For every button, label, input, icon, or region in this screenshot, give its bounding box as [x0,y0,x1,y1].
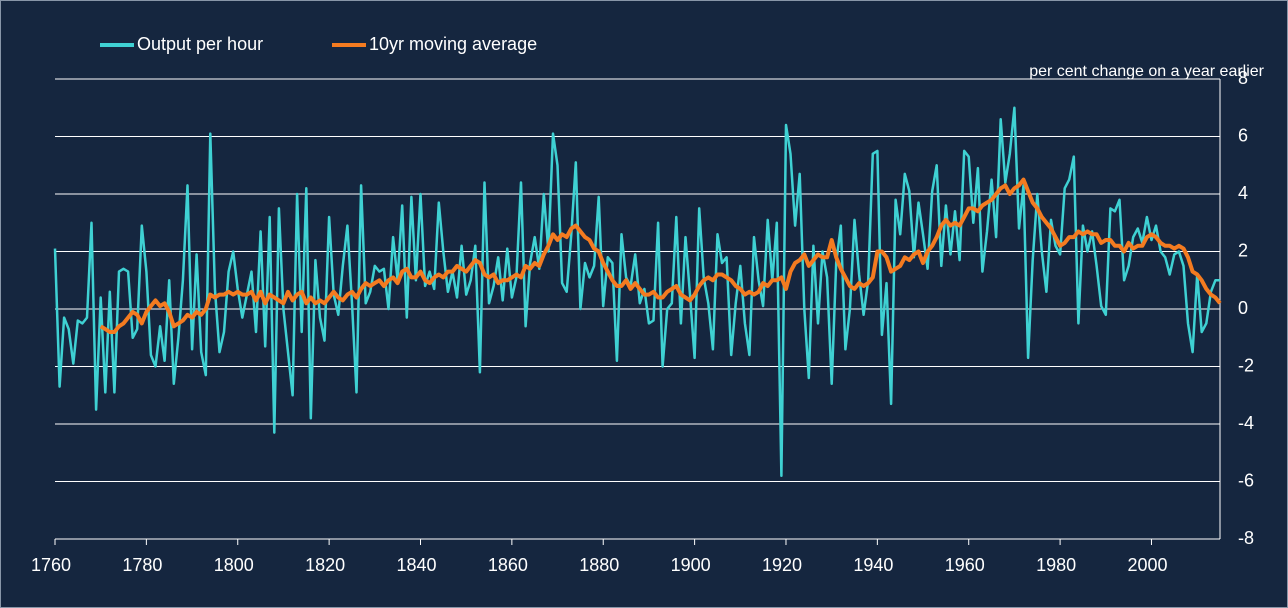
x-tick-label: 1800 [214,555,254,575]
legend-label: 10yr moving average [369,34,537,54]
y-tick-label: -4 [1238,413,1254,433]
x-tick-label: 1860 [488,555,528,575]
x-tick-label: 1820 [305,555,345,575]
x-tick-label: 2000 [1127,555,1167,575]
x-tick-label: 1960 [945,555,985,575]
axis-label: per cent change on a year earlier [1029,63,1264,80]
legend-label: Output per hour [137,34,263,54]
x-tick-label: 1840 [396,555,436,575]
x-tick-label: 1900 [671,555,711,575]
x-tick-label: 1880 [579,555,619,575]
y-tick-label: 4 [1238,183,1248,203]
y-tick-label: -8 [1238,528,1254,548]
y-tick-label: 6 [1238,125,1248,145]
series-line [99,177,1222,334]
y-tick-label: -2 [1238,355,1254,375]
x-tick-label: 1920 [762,555,802,575]
x-tick-label: 1940 [853,555,893,575]
y-tick-label: -6 [1238,470,1254,490]
x-tick-label: 1780 [122,555,162,575]
x-tick-label: 1980 [1036,555,1076,575]
x-tick-label: 1760 [31,555,71,575]
y-tick-label: 2 [1238,240,1248,260]
y-tick-label: 0 [1238,298,1248,318]
y-tick-label: 8 [1238,68,1248,88]
series-line [53,106,1220,478]
